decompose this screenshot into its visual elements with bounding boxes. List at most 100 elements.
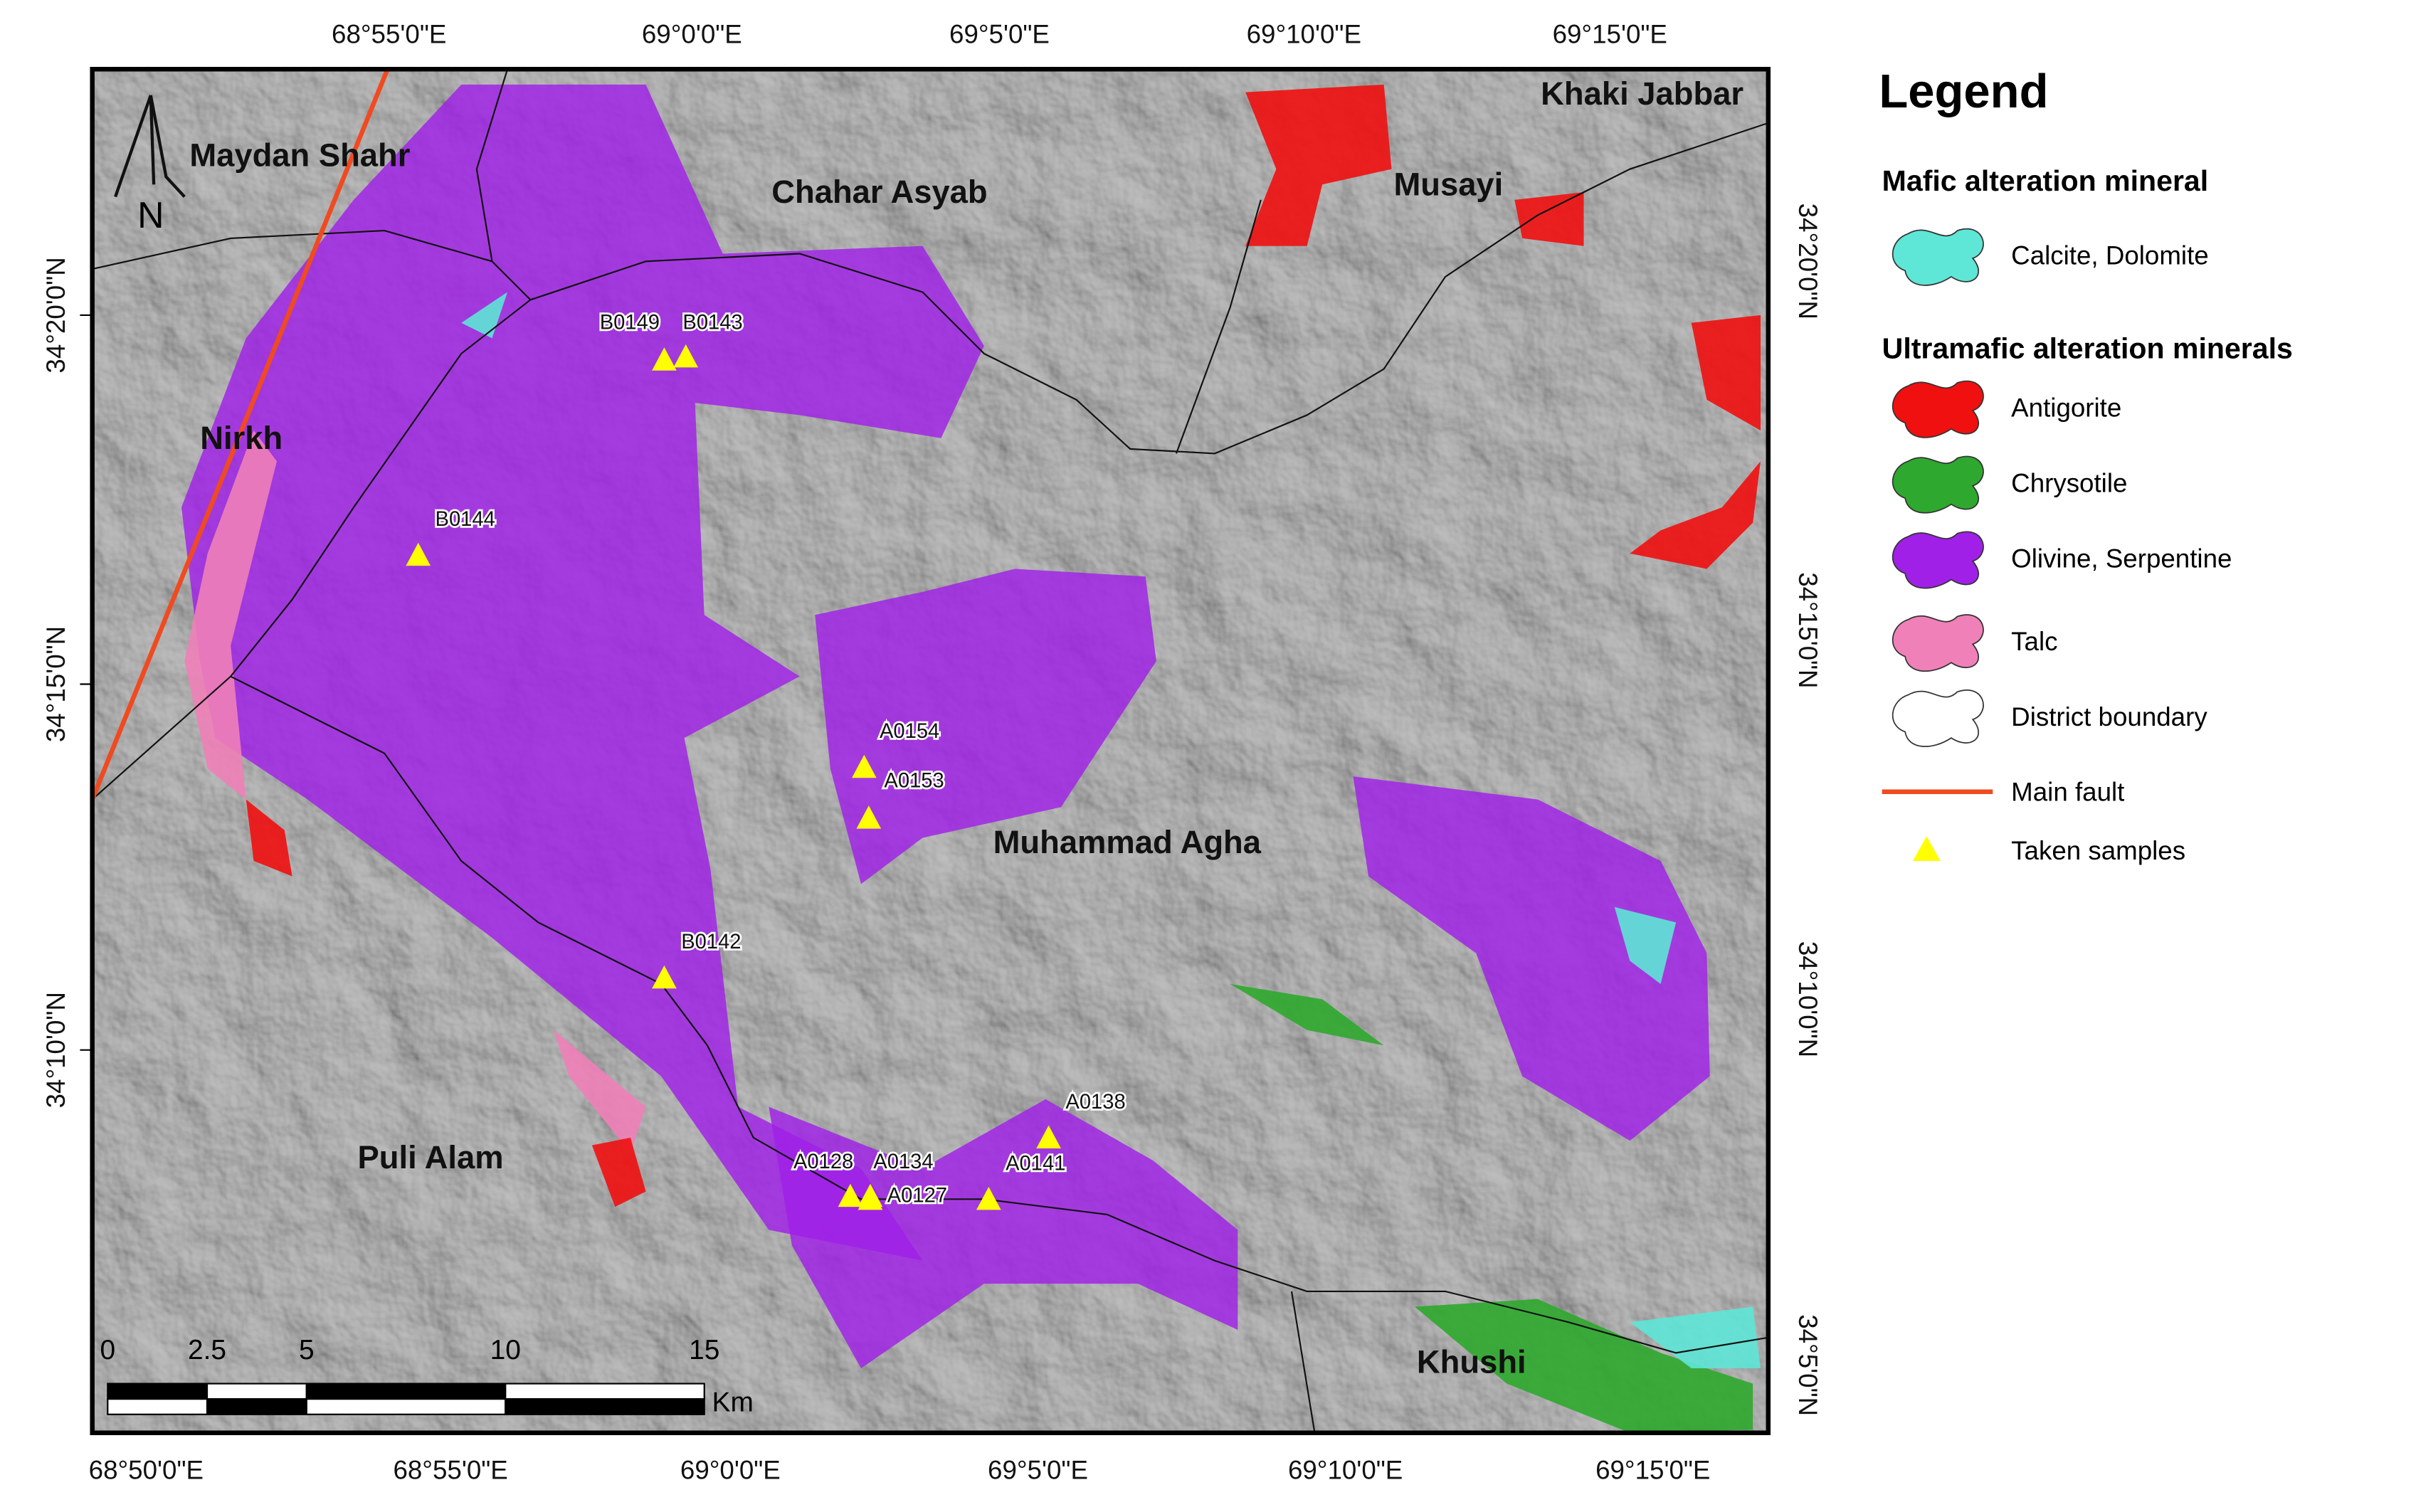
sample-label: A0154 — [880, 720, 939, 743]
graticule-label: 68°55'0"E — [393, 1456, 507, 1485]
legend-swatch — [1892, 455, 1984, 514]
graticule-label: 34°10'0"N — [1793, 941, 1822, 1057]
scale-segment — [206, 1398, 307, 1415]
scale-label: 0 — [100, 1335, 115, 1365]
place-name: Maydan Shahr — [189, 137, 410, 173]
sample-marker — [1036, 1125, 1061, 1149]
mineral-area — [769, 1099, 1238, 1368]
scale-segment — [505, 1383, 705, 1400]
scale-segment — [305, 1383, 507, 1400]
legend-title: Legend — [1879, 65, 2048, 118]
sample-label: A0153 — [884, 769, 944, 792]
scale-segment — [206, 1383, 307, 1400]
mineral-layer — [181, 84, 1761, 1433]
legend-swatch — [1892, 228, 1984, 286]
scale-segment — [305, 1398, 507, 1415]
scale-unit: Km — [712, 1387, 754, 1417]
mineral-area — [181, 84, 984, 1261]
legend-label: Calcite, Dolomite — [2011, 241, 2209, 270]
graticule-label: 34°20'0"N — [1793, 203, 1822, 319]
place-name: Khaki Jabbar — [1541, 75, 1743, 112]
graticule-label: 34°20'0"N — [41, 257, 70, 373]
legend-swatch — [1892, 689, 1984, 747]
legend-heading: Ultramafic alteration minerals — [1882, 332, 2293, 364]
legend-label: District boundary — [2011, 702, 2207, 731]
north-arrow — [114, 95, 186, 199]
map-body — [92, 69, 1768, 1433]
sample-label: A0134 — [873, 1151, 933, 1173]
scale-label: 2.5 — [188, 1335, 226, 1365]
mineral-area — [246, 799, 292, 877]
sample-label: B0142 — [681, 931, 741, 953]
sample-label: B0143 — [682, 311, 742, 334]
graticule-label: 69°5'0"E — [949, 19, 1050, 48]
graticule-label: 69°5'0"E — [988, 1456, 1088, 1485]
sample-label: A0141 — [1006, 1152, 1065, 1175]
mineral-area — [815, 569, 1156, 884]
mineral-area — [1353, 776, 1710, 1141]
legend-swatch — [1892, 614, 1984, 672]
mineral-area — [1614, 906, 1677, 984]
sample-marker — [858, 1187, 883, 1210]
map-frame — [90, 66, 1771, 1435]
sample-marker — [652, 347, 677, 371]
graticule-label: 69°0'0"E — [680, 1456, 781, 1485]
scale-label: 15 — [689, 1335, 719, 1365]
sample-marker — [856, 805, 882, 829]
mineral-area — [1630, 461, 1761, 569]
place-name: Musayi — [1393, 166, 1503, 202]
graticule-label: 34°15'0"N — [41, 626, 70, 742]
place-name: Puli Alam — [358, 1139, 504, 1175]
legend-heading: Mafic alteration mineral — [1882, 164, 2209, 197]
sample-marker — [406, 542, 431, 566]
main-fault — [92, 69, 390, 800]
mineral-area — [1514, 192, 1584, 246]
mineral-area — [591, 1137, 646, 1207]
district-boundaries — [92, 69, 1768, 1433]
scale-segment — [107, 1383, 209, 1400]
sample-marker — [852, 754, 877, 778]
mineral-area — [1230, 983, 1384, 1046]
legend-label: Taken samples — [2011, 836, 2185, 865]
legend-swatch — [1892, 380, 1984, 438]
scale-label: 10 — [490, 1335, 521, 1365]
graticule-label: 69°15'0"E — [1553, 19, 1667, 48]
legend-label: Chrysotile — [2011, 468, 2127, 497]
graticule-label: 34°10'0"N — [41, 992, 70, 1108]
place-name: Nirkh — [200, 420, 283, 456]
mineral-area — [1630, 1306, 1761, 1368]
sample-marker — [838, 1183, 863, 1207]
legend-swatch — [1912, 836, 1941, 861]
legend-label: Olivine, Serpentine — [2011, 544, 2232, 573]
mineral-area — [184, 430, 277, 800]
sample-label: B0144 — [436, 508, 495, 531]
graticule-label: 34°5'0"N — [1793, 1314, 1822, 1416]
sample-label: B0149 — [600, 311, 660, 334]
mineral-area — [1245, 84, 1392, 246]
graticule-label: 69°10'0"E — [1288, 1456, 1403, 1485]
sample-label: A0138 — [1065, 1091, 1125, 1114]
sample-marker — [652, 965, 677, 989]
scale-label: 5 — [299, 1335, 315, 1365]
graticule-label: 68°55'0"E — [332, 19, 446, 48]
graticule-label: 68°50'0"E — [89, 1456, 204, 1485]
mineral-area — [1414, 1299, 1753, 1433]
sample-marker — [976, 1187, 1001, 1210]
legend-label: Main fault — [2011, 778, 2124, 807]
north-label: N — [137, 194, 164, 236]
scale-segment — [505, 1398, 705, 1415]
place-name: Khushi — [1417, 1343, 1526, 1380]
scale-segment — [107, 1398, 209, 1415]
graticule-label: 69°10'0"E — [1247, 19, 1361, 48]
graticule-label: 69°15'0"E — [1595, 1456, 1710, 1485]
legend-label: Antigorite — [2011, 393, 2121, 423]
legend-label: Talc — [2011, 627, 2057, 656]
sample-label: A0127 — [887, 1185, 947, 1207]
place-name: Chahar Asyab — [771, 174, 987, 210]
graticule-label: 34°15'0"N — [1793, 572, 1822, 688]
sample-label: A0128 — [793, 1151, 853, 1173]
mineral-area — [553, 1030, 646, 1153]
mineral-area — [1691, 314, 1761, 430]
sample-marker — [673, 344, 698, 368]
